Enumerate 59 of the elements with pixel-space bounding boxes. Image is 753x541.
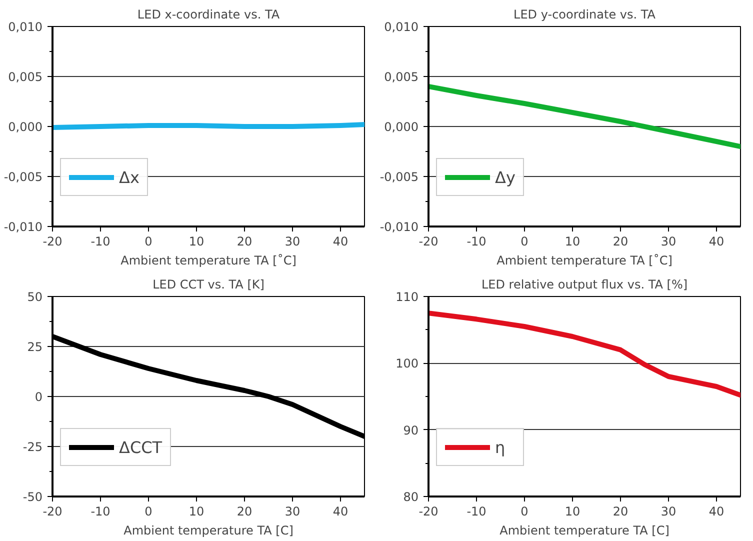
- x-tick-label: 10: [564, 504, 580, 518]
- x-tick-label: -10: [90, 234, 110, 248]
- x-axis-title: Ambient temperature TA [˚C]: [496, 254, 672, 268]
- x-tick-label: -20: [42, 504, 62, 518]
- legend-label: Δy: [495, 168, 516, 186]
- y-tick-label: 0,005: [384, 70, 419, 84]
- x-tick-label: 30: [284, 234, 300, 248]
- legend-label: η: [495, 438, 506, 456]
- y-tick-label: 0,010: [8, 20, 43, 34]
- x-tick-label: 40: [708, 504, 724, 518]
- x-tick-label: 30: [284, 504, 300, 518]
- y-tick-label: 80: [403, 490, 419, 504]
- y-tick-label: 90: [403, 423, 419, 438]
- x-axis-title: Ambient temperature TA [˚C]: [120, 254, 296, 268]
- y-tick-label: 25: [27, 340, 43, 354]
- y-tick-label: -25: [22, 440, 43, 454]
- x-tick-label: -10: [90, 504, 110, 518]
- y-tick-label: -0,010: [4, 220, 43, 234]
- y-tick-label: 0,000: [8, 120, 43, 134]
- chart-title: LED relative output flux vs. TA [%]: [481, 278, 688, 292]
- x-tick-label: -20: [418, 504, 438, 518]
- chart-title: LED y-coordinate vs. TA: [514, 8, 656, 22]
- x-tick-label: 20: [236, 234, 252, 248]
- y-tick-label: 0,010: [384, 20, 419, 34]
- x-tick-label: 30: [660, 234, 676, 248]
- legend-label: Δx: [119, 168, 140, 186]
- chart-title: LED x-coordinate vs. TA: [137, 8, 280, 22]
- x-tick-label: 0: [144, 504, 152, 518]
- x-tick-label: 0: [520, 504, 528, 518]
- x-tick-label: -10: [466, 234, 486, 248]
- y-tick-label: 110: [396, 290, 418, 304]
- y-tick-label: 50: [27, 290, 43, 304]
- x-tick-label: 20: [612, 234, 628, 248]
- y-tick-label: 100: [396, 356, 418, 371]
- y-tick-label: -0,005: [380, 170, 419, 184]
- x-tick-label: 40: [332, 504, 348, 518]
- y-tick-label: -0,005: [4, 170, 43, 184]
- x-axis-title: Ambient temperature TA [C]: [500, 524, 670, 538]
- x-tick-label: 0: [144, 234, 152, 248]
- x-tick-label: 30: [660, 504, 676, 518]
- x-tick-label: -20: [42, 234, 62, 248]
- x-tick-label: 40: [708, 234, 724, 248]
- x-tick-label: 40: [332, 234, 348, 248]
- x-tick-label: 10: [188, 504, 204, 518]
- y-tick-label: 0,005: [8, 70, 43, 84]
- x-axis-title: Ambient temperature TA [C]: [124, 524, 294, 538]
- x-tick-label: -20: [418, 234, 438, 248]
- y-tick-label: 0: [34, 390, 43, 404]
- y-tick-label: 0,000: [384, 120, 419, 134]
- legend-label: ΔCCT: [119, 438, 162, 456]
- y-tick-label: -50: [22, 490, 43, 504]
- x-tick-label: 20: [236, 504, 252, 518]
- x-tick-label: 20: [612, 504, 628, 518]
- x-tick-label: -10: [466, 504, 486, 518]
- chart-title: LED CCT vs. TA [K]: [152, 278, 264, 292]
- x-tick-label: 0: [520, 234, 528, 248]
- x-tick-label: 10: [188, 234, 204, 248]
- x-tick-label: 10: [564, 234, 580, 248]
- y-tick-label: -0,010: [380, 220, 419, 234]
